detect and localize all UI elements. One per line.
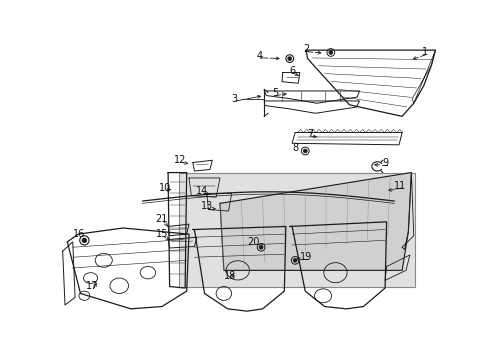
Circle shape [328, 50, 332, 54]
Text: 18: 18 [224, 271, 236, 281]
Text: 5: 5 [271, 88, 278, 98]
Text: 17: 17 [86, 281, 98, 291]
Text: 6: 6 [289, 66, 295, 76]
Text: 10: 10 [159, 183, 171, 193]
Circle shape [287, 57, 291, 60]
Text: 21: 21 [155, 214, 168, 224]
Text: 11: 11 [393, 181, 406, 191]
Circle shape [303, 149, 306, 153]
Text: 14: 14 [196, 186, 208, 196]
Text: 7: 7 [307, 129, 313, 139]
Text: 1: 1 [421, 48, 427, 58]
Text: 19: 19 [299, 252, 311, 262]
Circle shape [259, 245, 263, 249]
Text: 4: 4 [256, 50, 262, 60]
Text: 12: 12 [174, 155, 186, 165]
Text: 13: 13 [200, 202, 212, 211]
Text: 20: 20 [246, 237, 259, 247]
Circle shape [82, 238, 86, 243]
Text: 9: 9 [382, 158, 388, 167]
Text: 8: 8 [291, 143, 298, 153]
Circle shape [293, 258, 297, 262]
Text: 15: 15 [155, 229, 168, 239]
Text: 3: 3 [231, 94, 237, 104]
Text: 16: 16 [73, 229, 85, 239]
Text: 2: 2 [302, 44, 308, 54]
Bar [179, 172, 414, 287]
Polygon shape [220, 172, 410, 270]
